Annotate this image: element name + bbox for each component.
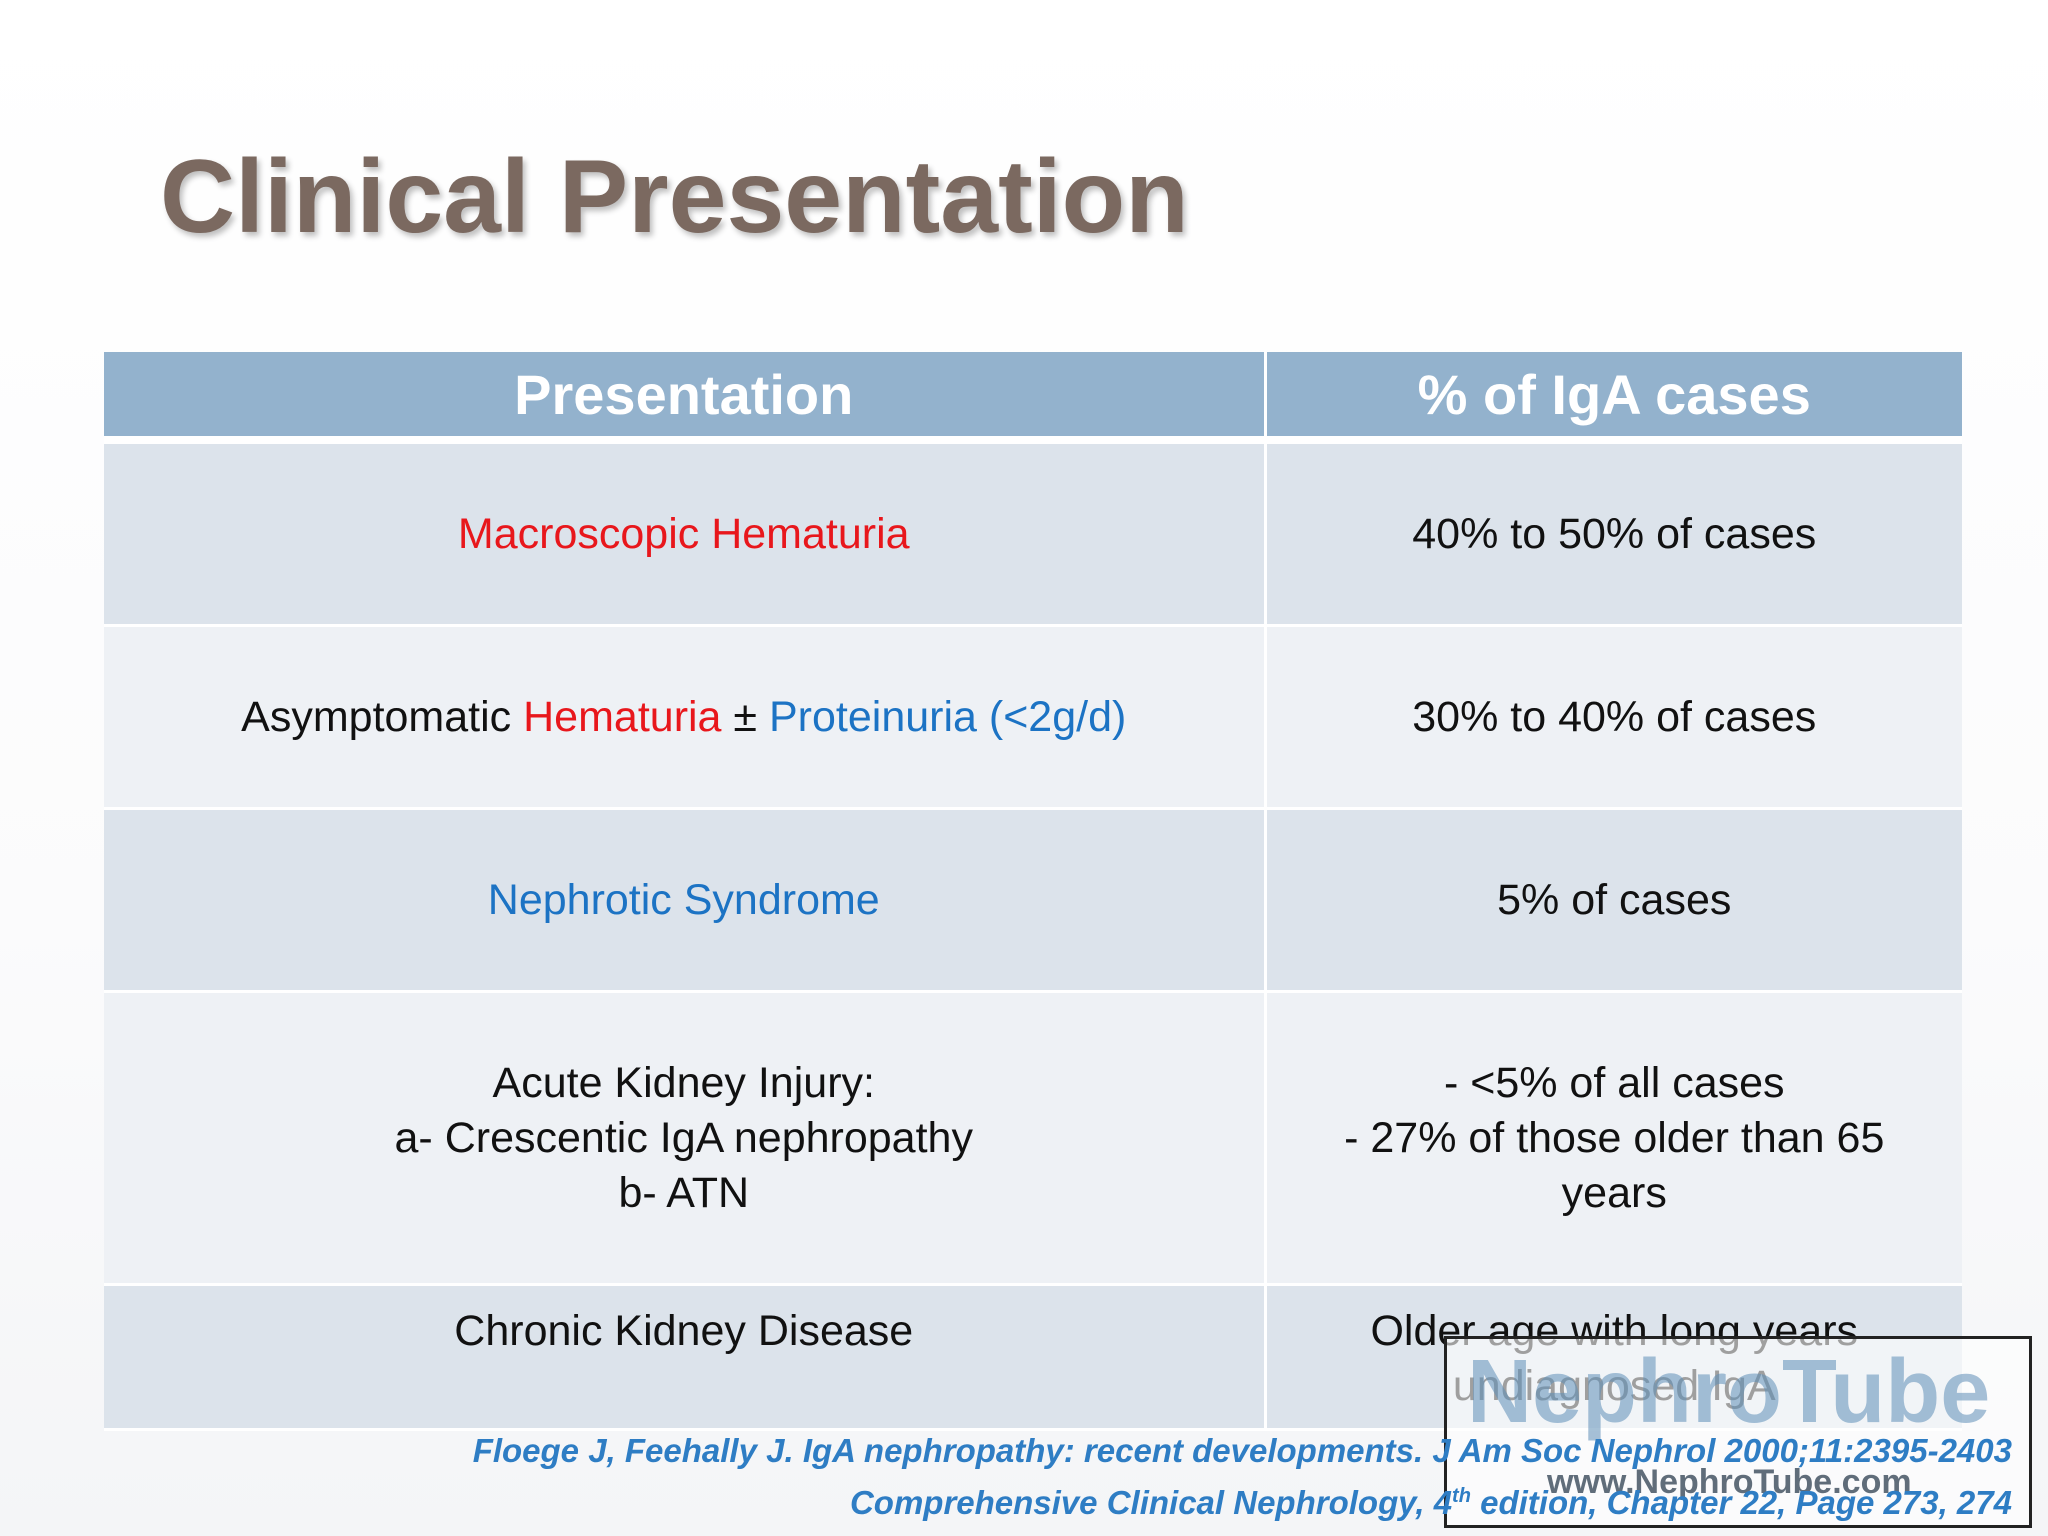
cell-percent: 40% to 50% of cases — [1265, 440, 1962, 627]
citation-superscript: th — [1452, 1485, 1471, 1507]
nephrotic-syndrome-text: Nephrotic Syndrome — [487, 875, 880, 924]
header-presentation: Presentation — [104, 352, 1267, 444]
proteinuria-text: Proteinuria (<2g/d) — [768, 692, 1127, 741]
aki-line: a- Crescentic IgA nephropathy — [394, 1113, 973, 1162]
aki-line: b- ATN — [618, 1168, 750, 1217]
table-row: Asymptomatic Hematuria ± Proteinuria (<2… — [104, 625, 1962, 810]
percent-line: - <5% of all cases — [1443, 1058, 1785, 1107]
asymptomatic-text: Asymptomatic — [241, 692, 524, 741]
cell-presentation-nephrotic-syndrome: Nephrotic Syndrome — [104, 808, 1267, 993]
citation-text: edition, Chapter 22, Page 273, 274 — [1470, 1484, 2012, 1521]
nephrotube-logo: NephroTube — [1467, 1342, 1991, 1442]
presentation-table: Presentation % of IgA cases Macroscopic … — [104, 352, 1962, 1431]
table-header-row: Presentation % of IgA cases — [104, 352, 1962, 444]
aki-line: Acute Kidney Injury: — [492, 1058, 875, 1107]
citation-text: Comprehensive Clinical Nephrology, 4 — [849, 1484, 1453, 1521]
plus-minus-text: ± — [721, 692, 769, 741]
table-row: Acute Kidney Injury: a- Crescentic IgA n… — [104, 991, 1962, 1286]
nephrotube-watermark: NephroTube www.NephroTube.com — [1444, 1336, 2032, 1528]
hematuria-text: Hematuria — [523, 692, 722, 741]
percent-line: - 27% of those older than 65 — [1344, 1113, 1885, 1162]
macroscopic-hematuria-text: Macroscopic Hematuria — [457, 509, 910, 558]
cell-presentation-ckd: Chronic Kidney Disease — [104, 1284, 1267, 1431]
cell-percent: 5% of cases — [1265, 808, 1962, 993]
slide-title: Clinical Presentation — [160, 139, 1189, 255]
citation-comprehensive-clinical-nephrology: Comprehensive Clinical Nephrology, 4th e… — [850, 1484, 2012, 1522]
cell-presentation-macroscopic-hematuria: Macroscopic Hematuria — [104, 440, 1267, 627]
table-row: Nephrotic Syndrome 5% of cases — [104, 808, 1962, 993]
cell-percent: 30% to 40% of cases — [1265, 625, 1962, 810]
header-percent-iga-cases: % of IgA cases — [1265, 352, 1962, 444]
percent-line: years — [1561, 1168, 1667, 1217]
cell-presentation-asymptomatic: Asymptomatic Hematuria ± Proteinuria (<2… — [104, 625, 1267, 810]
citation-floege: Floege J, Feehally J. IgA nephropathy: r… — [472, 1432, 2012, 1469]
cell-presentation-aki: Acute Kidney Injury: a- Crescentic IgA n… — [104, 991, 1267, 1286]
table-row: Macroscopic Hematuria 40% to 50% of case… — [104, 440, 1962, 627]
cell-percent: - <5% of all cases - 27% of those older … — [1265, 991, 1962, 1286]
nephrotube-url: www.NephroTube.com — [1547, 1463, 1912, 1501]
